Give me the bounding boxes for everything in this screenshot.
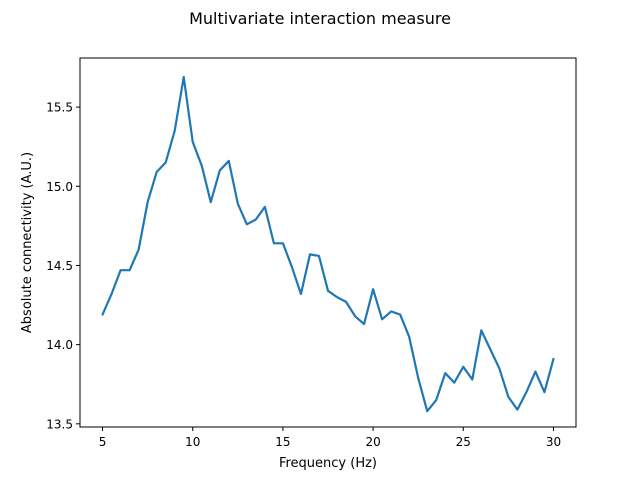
series-line xyxy=(101,75,555,413)
y-tick-label: 15.5 xyxy=(46,101,73,115)
y-axis-label: Absolute connectivity (A.U.) xyxy=(20,152,35,333)
x-axis-ticks: 5 10 15 20 25 30 xyxy=(99,427,561,449)
y-tick-label: 15.0 xyxy=(46,180,73,194)
x-tick-label: 20 xyxy=(365,435,380,449)
y-axis-ticks: 13.5 14.0 14.5 15.0 15.5 xyxy=(46,101,80,431)
y-tick-label: 13.5 xyxy=(46,417,73,431)
x-tick-label: 30 xyxy=(546,435,561,449)
x-tick-label: 15 xyxy=(275,435,290,449)
y-tick-label: 14.5 xyxy=(46,259,73,273)
x-tick-label: 10 xyxy=(185,435,200,449)
y-tick-label: 14.0 xyxy=(46,338,73,352)
x-tick-label: 5 xyxy=(99,435,107,449)
x-tick-label: 25 xyxy=(456,435,471,449)
x-axis-label: Frequency (Hz) xyxy=(279,456,377,471)
plot-frame xyxy=(79,57,577,428)
chart-title: Multivariate interaction measure xyxy=(189,9,451,28)
